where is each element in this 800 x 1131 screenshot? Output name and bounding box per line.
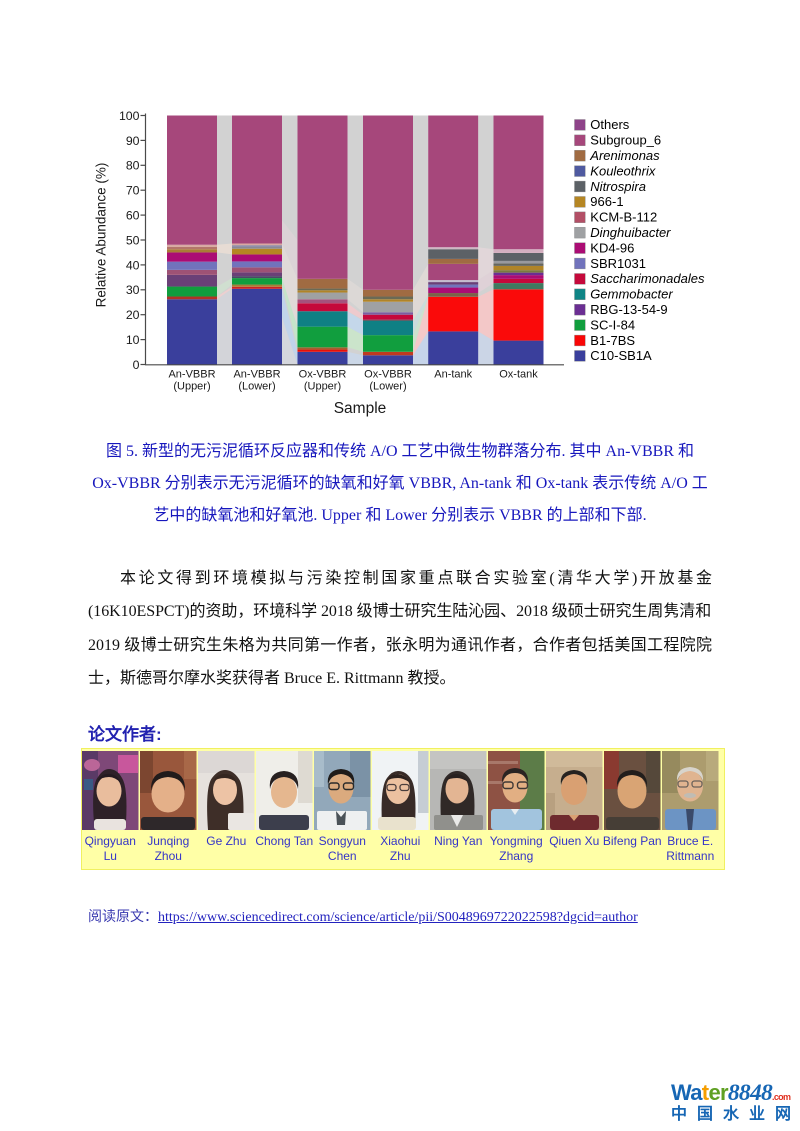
svg-text:Kouleothrix: Kouleothrix [590, 163, 656, 178]
svg-text:Subgroup_6: Subgroup_6 [590, 133, 661, 148]
svg-text:(Lower): (Lower) [369, 381, 406, 393]
svg-text:Relative Abundance (%): Relative Abundance (%) [94, 163, 109, 308]
svg-text:KCM-B-112: KCM-B-112 [590, 210, 657, 225]
svg-text:B1-7BS: B1-7BS [590, 333, 635, 348]
svg-text:Ox-tank: Ox-tank [499, 369, 538, 381]
svg-text:90: 90 [126, 134, 140, 148]
svg-text:Gemmobacter: Gemmobacter [590, 287, 673, 302]
svg-text:60: 60 [126, 209, 140, 223]
svg-text:0: 0 [133, 358, 140, 372]
svg-text:Dinghuibacter: Dinghuibacter [590, 225, 671, 240]
svg-text:20: 20 [126, 308, 140, 322]
svg-text:Sample: Sample [334, 400, 387, 417]
svg-text:C10-SB1A: C10-SB1A [590, 348, 652, 363]
svg-text:(Upper): (Upper) [173, 381, 210, 393]
svg-text:Ox-VBBR: Ox-VBBR [299, 369, 347, 381]
svg-text:100: 100 [119, 109, 140, 123]
svg-text:Ox-VBBR: Ox-VBBR [364, 369, 412, 381]
svg-text:(Lower): (Lower) [238, 381, 275, 393]
svg-text:10: 10 [126, 333, 140, 347]
svg-text:70: 70 [126, 184, 140, 198]
svg-text:966-1: 966-1 [590, 194, 623, 209]
svg-text:(Upper): (Upper) [304, 381, 341, 393]
svg-text:SC-I-84: SC-I-84 [590, 317, 635, 332]
svg-text:80: 80 [126, 159, 140, 173]
svg-text:An-tank: An-tank [434, 369, 472, 381]
svg-text:An-VBBR: An-VBBR [233, 369, 280, 381]
svg-text:KD4-96: KD4-96 [590, 240, 634, 255]
svg-text:An-VBBR: An-VBBR [168, 369, 215, 381]
svg-text:50: 50 [126, 233, 140, 247]
svg-text:Others: Others [590, 117, 630, 132]
svg-text:Nitrospira: Nitrospira [590, 179, 646, 194]
svg-text:RBG-13-54-9: RBG-13-54-9 [590, 302, 667, 317]
svg-text:SBR1031: SBR1031 [590, 256, 646, 271]
svg-text:Arenimonas: Arenimonas [589, 148, 660, 163]
svg-text:40: 40 [126, 258, 140, 272]
svg-text:30: 30 [126, 283, 140, 297]
svg-text:Saccharimonadales: Saccharimonadales [590, 271, 705, 286]
